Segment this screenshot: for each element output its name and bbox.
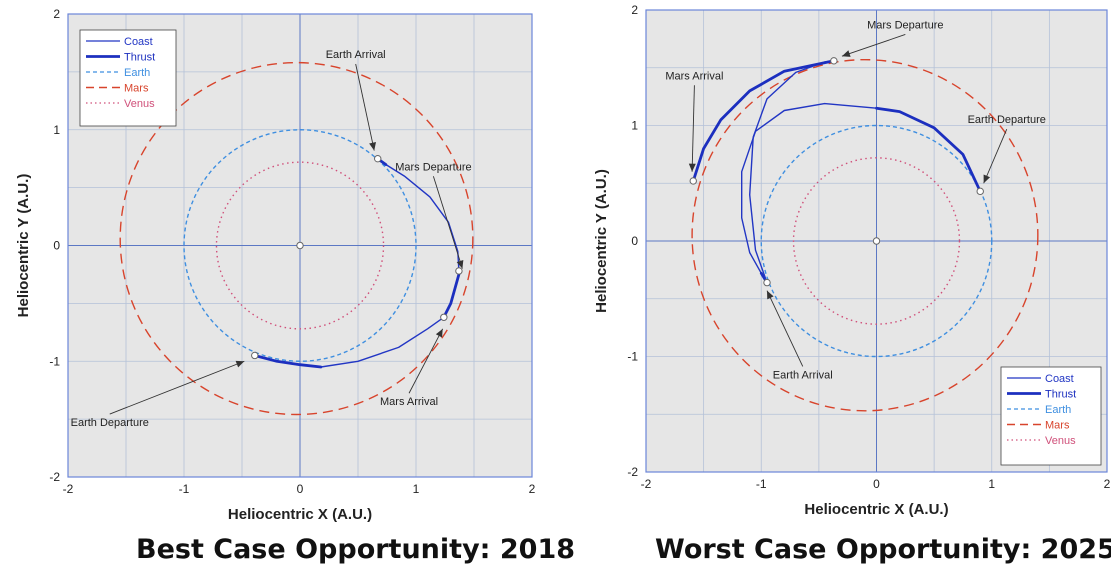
- trajectory-thrust-segment: [875, 106, 982, 193]
- orbit-venus: [215, 161, 385, 330]
- annotation-label: Earth Departure: [71, 417, 149, 429]
- x-tick-label: 0: [873, 477, 880, 491]
- legend-label-thrust: Thrust: [124, 52, 155, 64]
- orbit-mars: [119, 61, 474, 416]
- orbit-mars: [691, 58, 1039, 412]
- annotation-arrow: [841, 34, 906, 57]
- marker-mars-arrival: [440, 313, 448, 321]
- chart-left: -2 -1 0 1 2 -2 -1 0 1 2 Earth Arrival Mars Departur…: [15, 7, 536, 523]
- annotation-label: Mars Arrival: [380, 396, 438, 408]
- annotation-arrow: [109, 360, 245, 415]
- marker-earth-departure: [251, 351, 259, 360]
- legend-box: [79, 29, 177, 127]
- trajectory-coast-segment: [741, 102, 878, 274]
- orbit-earth: [760, 124, 993, 358]
- annotation-label: Mars Arrival: [665, 70, 723, 82]
- annotation-arrowhead: [983, 174, 991, 184]
- annotation-label: Earth Arrival: [773, 369, 833, 381]
- trajectory-thrust-segment: [253, 354, 323, 369]
- plot-frame: [67, 13, 533, 478]
- y-axis-label: Heliocentric Y (A.U.): [593, 169, 610, 313]
- annotation-label: Earth Departure: [968, 114, 1046, 126]
- marker-mars-arrival: [689, 177, 697, 185]
- y-tick-label: -1: [627, 350, 638, 364]
- y-tick-label: 1: [631, 119, 638, 133]
- legend-box: [1000, 366, 1102, 466]
- y-tick-label: 2: [631, 3, 638, 17]
- annotation-arrow: [691, 85, 695, 172]
- y-tick-label: -2: [627, 465, 638, 479]
- marker-earth-arrival: [374, 154, 382, 163]
- annotation-arrow: [355, 63, 375, 151]
- y-tick-label: 2: [53, 7, 60, 21]
- x-tick-label: -2: [63, 482, 74, 496]
- caption-left: Best Case Opportunity: 2018: [136, 534, 576, 565]
- y-tick-label: -2: [49, 470, 60, 484]
- legend-label-mars: Mars: [124, 83, 149, 95]
- y-tick-label: 0: [631, 234, 638, 248]
- y-tick-label: -1: [49, 354, 60, 368]
- x-axis-label: Heliocentric X (A.U.): [228, 506, 372, 523]
- orbit-venus: [792, 157, 961, 325]
- legend-label-mars: Mars: [1045, 420, 1070, 432]
- y-tick-label: 1: [53, 123, 60, 137]
- legend-label-thrust: Thrust: [1045, 389, 1076, 401]
- annotation-arrow: [766, 290, 804, 367]
- x-tick-label: 1: [988, 477, 995, 491]
- annotation-arrowhead: [435, 328, 443, 338]
- annotation-label: Earth Arrival: [326, 49, 386, 61]
- sun-marker: [872, 237, 881, 245]
- y-tick-label: 0: [53, 239, 60, 253]
- annotation-arrowhead: [767, 290, 774, 300]
- marker-mars-departure: [830, 57, 838, 65]
- x-tick-label: -2: [641, 477, 652, 491]
- chart-right: -2 -1 0 1 2 -2 -1 0 1 2 Mars Departure Mars Arrival…: [593, 3, 1111, 518]
- x-tick-label: 2: [1104, 477, 1111, 491]
- annotation-arrow: [408, 328, 444, 394]
- legend-label-earth: Earth: [1045, 404, 1071, 416]
- y-axis-label: Heliocentric Y (A.U.): [15, 174, 32, 318]
- trajectory-thrust-segment: [691, 59, 836, 183]
- annotation-arrowhead: [688, 163, 696, 172]
- trajectory-coast-segment: [320, 316, 445, 368]
- annotation-arrowhead: [456, 259, 464, 269]
- x-tick-label: 0: [297, 482, 304, 496]
- legend-label-earth: Earth: [124, 67, 150, 79]
- sun-marker: [296, 241, 304, 250]
- legend-label-venus: Venus: [1045, 435, 1076, 447]
- orbit-earth: [183, 129, 417, 362]
- x-tick-label: -1: [179, 482, 190, 496]
- legend-label-coast: Coast: [1045, 373, 1074, 385]
- marker-mars-departure: [455, 267, 463, 275]
- annotation-arrow: [983, 129, 1008, 184]
- caption-right: Worst Case Opportunity: 2025: [655, 534, 1111, 565]
- x-tick-label: 2: [529, 482, 536, 496]
- x-tick-label: 1: [413, 482, 420, 496]
- x-tick-label: -1: [756, 477, 767, 491]
- marker-earth-departure: [976, 187, 984, 196]
- annotation-arrow: [432, 176, 463, 269]
- annotation-arrowhead: [369, 142, 376, 151]
- legend-label-coast: Coast: [124, 36, 153, 48]
- x-axis-label: Heliocentric X (A.U.): [804, 501, 948, 518]
- annotation-arrowhead: [841, 50, 851, 57]
- annotation-arrowhead: [235, 360, 245, 368]
- plot-frame: [645, 9, 1108, 473]
- annotation-label: Mars Departure: [395, 161, 471, 173]
- legend-label-venus: Venus: [124, 98, 155, 110]
- marker-earth-arrival: [763, 278, 771, 287]
- annotation-label: Mars Departure: [867, 19, 943, 31]
